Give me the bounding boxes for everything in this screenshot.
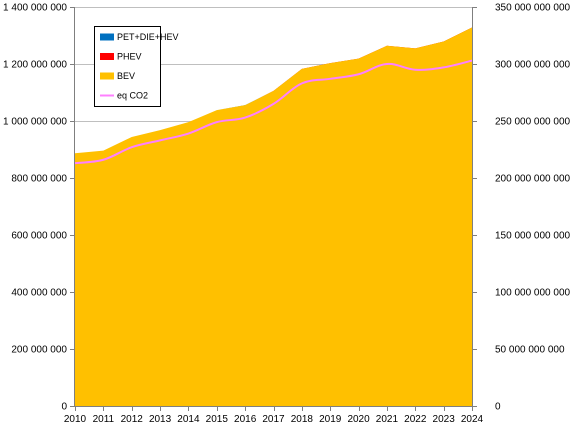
y-right-tick-label: 100 000 000 000 <box>495 288 571 299</box>
x-tick-label: 2023 <box>433 414 456 425</box>
y-left-tick-label: 600 000 000 <box>11 231 67 242</box>
x-tick-label: 2012 <box>121 414 144 425</box>
x-tick-label: 2020 <box>347 414 370 425</box>
x-tick-label: 2014 <box>177 414 200 425</box>
area-series-bev <box>75 27 472 407</box>
x-tick-label: 2015 <box>206 414 229 425</box>
legend-label: BEV <box>117 71 135 81</box>
x-tick-label: 2018 <box>291 414 314 425</box>
legend-swatch <box>100 33 114 41</box>
y-left-tick-label: 1 200 000 000 <box>3 60 67 71</box>
legend-swatch <box>100 72 114 80</box>
legend-label: PET+DIE+HEV <box>117 32 179 42</box>
axis-layer: 0 200 000 000 400 000 000 600 000 000 800 00… <box>3 3 570 426</box>
y-left-tick-label: 200 000 000 <box>11 345 67 356</box>
y-left-tick-label: 0 <box>61 402 67 413</box>
y-right-tick-label: 200 000 000 000 <box>495 174 571 185</box>
y-left-tick-label: 1 400 000 000 <box>3 3 67 14</box>
y-right-tick-label: 300 000 000 000 <box>495 60 571 71</box>
legend-label: eq CO2 <box>117 91 148 101</box>
area-layer <box>75 27 472 407</box>
y-right-tick-label: 150 000 000 000 <box>495 231 571 242</box>
line-series-eq-co2 <box>74 59 473 165</box>
x-tick-label: 2017 <box>262 414 285 425</box>
line-layer <box>74 59 473 165</box>
y-left-tick-label: 1 000 000 000 <box>3 117 67 128</box>
x-tick-label: 2011 <box>93 414 115 425</box>
y-right-tick-label: 250 000 000 000 <box>495 117 571 128</box>
legend-swatch <box>100 53 114 60</box>
x-tick-label: 2019 <box>319 414 342 425</box>
legend-label: PHEV <box>117 52 142 62</box>
x-tick-label: 2010 <box>64 414 87 425</box>
y-right-tick-label: 350 000 000 000 <box>495 3 571 14</box>
x-tick-label: 2021 <box>376 414 399 425</box>
y-right-tick-label: 0 <box>495 402 501 413</box>
x-tick-label: 2022 <box>404 414 427 425</box>
x-tick-label: 2016 <box>234 414 257 425</box>
y-left-tick-label: 400 000 000 <box>11 288 67 299</box>
legend: PET+DIE+HEV PHEV BEV eq CO2 <box>94 26 179 107</box>
y-left-tick-label: 800 000 000 <box>11 174 67 185</box>
x-tick-label: 2024 <box>461 414 484 425</box>
y-right-tick-label: 50 000 000 000 <box>495 345 565 356</box>
x-tick-label: 2013 <box>149 414 172 425</box>
